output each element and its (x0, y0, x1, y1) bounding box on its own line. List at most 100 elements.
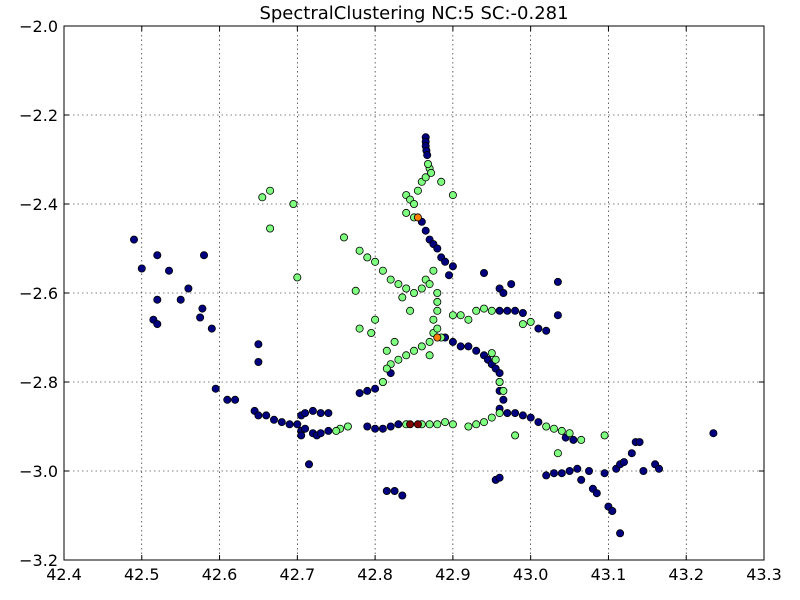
x-tick-label: 43.0 (513, 565, 549, 584)
data-point-c0 (371, 424, 380, 433)
data-point-c1 (402, 208, 411, 217)
data-point-c1 (371, 315, 380, 324)
data-point-c0 (277, 418, 286, 427)
data-point-c0 (577, 475, 586, 484)
chart-title: SpectralClustering NC:5 SC:-0.281 (259, 3, 568, 24)
data-point-c1 (339, 233, 348, 242)
data-point-c1 (363, 253, 372, 262)
data-point-c1 (378, 266, 387, 275)
data-point-c0 (231, 395, 240, 404)
data-point-c0 (479, 268, 488, 277)
data-point-c0 (565, 466, 574, 475)
data-point-c1 (394, 355, 403, 364)
data-point-c0 (495, 369, 504, 378)
data-point-c0 (639, 466, 648, 475)
data-point-c0 (390, 486, 399, 495)
data-point-c0 (592, 489, 601, 498)
data-point-c0 (176, 295, 185, 304)
data-point-c1 (409, 288, 418, 297)
data-point-c1 (406, 306, 415, 315)
data-point-c0 (304, 460, 313, 469)
data-point-c1 (487, 413, 496, 422)
data-point-c0 (198, 304, 207, 313)
data-point-c1 (425, 351, 434, 360)
data-point-c1 (417, 284, 426, 293)
data-point-c1 (378, 377, 387, 386)
data-point-c1 (433, 288, 442, 297)
x-tick-label: 42.6 (202, 565, 238, 584)
data-point-c0 (655, 464, 664, 473)
data-point-c1 (417, 342, 426, 351)
data-point-c0 (308, 406, 317, 415)
data-point-c0 (542, 326, 551, 335)
data-point-c0 (444, 271, 453, 280)
data-point-c0 (585, 466, 594, 475)
data-point-c1 (437, 177, 446, 186)
data-point-c0 (448, 337, 457, 346)
data-point-c0 (223, 395, 232, 404)
data-point-c0 (316, 429, 325, 438)
y-tick-label: −3.2 (19, 551, 58, 570)
x-tick-label: 43.2 (668, 565, 704, 584)
data-point-c1 (433, 420, 442, 429)
data-point-c0 (499, 288, 508, 297)
data-point-c1 (491, 355, 500, 364)
data-point-c0 (627, 449, 636, 458)
data-point-c1 (409, 199, 418, 208)
data-point-c1 (448, 191, 457, 200)
data-point-c0 (297, 431, 306, 440)
data-point-c1 (266, 224, 275, 233)
y-tick-label: −3.0 (19, 462, 58, 481)
data-point-c1 (266, 186, 275, 195)
data-point-c0 (324, 409, 333, 418)
data-point-c1 (600, 431, 609, 440)
x-tick-label: 42.8 (357, 565, 393, 584)
data-point-c1 (382, 364, 391, 373)
y-tick-label: −2.4 (19, 195, 58, 214)
data-point-c1 (479, 418, 488, 427)
data-point-c0 (472, 346, 481, 355)
grid-lines (64, 26, 764, 560)
data-point-c1 (394, 280, 403, 289)
data-point-c0 (293, 420, 302, 429)
data-point-c0 (254, 340, 263, 349)
data-point-c1 (427, 168, 436, 177)
y-axis: −2.0 −2.2 −2.4 −2.6 −2.8 −3.0 −3.2 (19, 17, 764, 570)
x-tick-label: 42.4 (46, 565, 82, 584)
data-point-c0 (394, 420, 403, 429)
data-point-c1 (293, 273, 302, 282)
data-point-c0 (164, 266, 173, 275)
data-point-c1 (409, 346, 418, 355)
data-point-c0 (534, 324, 543, 333)
data-point-c0 (534, 418, 543, 427)
y-tick-label: −2.2 (19, 106, 58, 125)
data-point-c1 (433, 324, 442, 333)
data-point-c0 (495, 473, 504, 482)
data-point-c1 (382, 346, 391, 355)
data-point-c1 (487, 349, 496, 358)
data-point-c1 (499, 386, 508, 395)
data-point-c0 (421, 226, 430, 235)
data-point-c0 (254, 411, 263, 420)
data-point-c1 (577, 435, 586, 444)
data-point-c0 (196, 313, 205, 322)
x-tick-label: 42.9 (435, 565, 471, 584)
data-point-c0 (423, 151, 432, 160)
data-point-c0 (448, 262, 457, 271)
data-point-c1 (441, 418, 450, 427)
data-point-c1 (557, 426, 566, 435)
data-point-c0 (573, 464, 582, 473)
data-point-c0 (503, 306, 512, 315)
data-point-c0 (153, 251, 162, 260)
data-point-c1 (355, 324, 364, 333)
data-point-c0 (616, 529, 625, 538)
data-point-c0 (464, 342, 473, 351)
data-point-c0 (507, 280, 516, 289)
data-point-c0 (129, 235, 138, 244)
data-point-c1 (355, 246, 364, 255)
data-point-c1 (386, 275, 395, 284)
data-point-c0 (557, 469, 566, 478)
data-point-c0 (382, 486, 391, 495)
data-points (129, 133, 718, 538)
